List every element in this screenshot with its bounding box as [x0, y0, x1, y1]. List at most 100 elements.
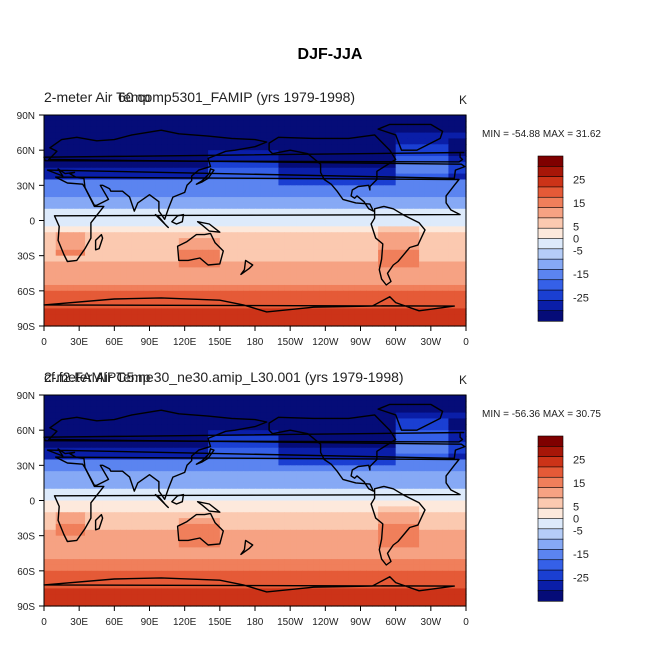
heatmap-cell — [90, 208, 98, 216]
heatmap-cell — [85, 564, 92, 572]
heatmap-cell — [44, 226, 51, 233]
heatmap-cell — [85, 226, 92, 233]
heatmap-cell — [167, 232, 174, 239]
heatmap-cell — [360, 482, 367, 490]
heatmap-cell — [44, 138, 51, 145]
heatmap-cell — [178, 512, 186, 519]
heatmap-cell — [272, 197, 280, 204]
heatmap-cell — [184, 547, 192, 554]
heatmap-cell — [67, 559, 74, 566]
heatmap-cell — [442, 541, 450, 548]
heatmap-cell — [460, 232, 467, 239]
heatmap-cell — [237, 518, 244, 525]
heatmap-cell — [401, 564, 408, 572]
heatmap-cell — [272, 395, 280, 402]
heatmap-cell — [430, 488, 438, 496]
heatmap-cell — [260, 232, 268, 239]
heatmap-cell — [307, 488, 315, 496]
heatmap-cell — [49, 296, 57, 304]
heatmap-cell — [61, 523, 69, 531]
heatmap-cell — [190, 564, 197, 572]
heatmap-cell — [55, 465, 63, 472]
heatmap-cell — [219, 506, 227, 513]
heatmap-cell — [149, 161, 156, 169]
heatmap-cell — [85, 249, 92, 257]
heatmap-cell — [342, 541, 350, 548]
heatmap-cell — [131, 412, 139, 420]
heatmap-cell — [167, 191, 174, 198]
heatmap-cell — [55, 406, 63, 414]
heatmap-cell — [172, 226, 180, 233]
heatmap-cell — [208, 144, 215, 151]
heatmap-cell — [419, 132, 426, 140]
heatmap-cell — [114, 541, 121, 548]
heatmap-cell — [366, 477, 373, 484]
heatmap-cell — [266, 400, 274, 408]
heatmap-cell — [131, 477, 139, 484]
heatmap-cell — [401, 156, 408, 163]
heatmap-cell — [73, 179, 80, 186]
heatmap-cell — [454, 459, 461, 466]
heatmap-cell — [319, 412, 326, 420]
heatmap-cell — [278, 255, 285, 263]
heatmap-cell — [161, 126, 168, 134]
heatmap-cell — [272, 564, 280, 572]
heatmap-cell — [407, 418, 414, 425]
heatmap-cell — [126, 255, 133, 263]
heatmap-cell — [448, 453, 455, 461]
heatmap-cell — [55, 208, 63, 216]
heatmap-cell — [114, 500, 121, 507]
heatmap-cell — [337, 261, 344, 268]
heatmap-cell — [360, 418, 367, 425]
heatmap-cell — [213, 523, 221, 531]
x-tick-label: 90E — [141, 337, 159, 348]
heatmap-cell — [354, 447, 362, 455]
heatmap-cell — [255, 220, 262, 227]
heatmap-cell — [167, 494, 174, 502]
heatmap-cell — [255, 226, 262, 233]
heatmap-cell — [161, 243, 168, 251]
heatmap-cell — [143, 564, 151, 572]
heatmap-cell — [424, 238, 432, 245]
heatmap-cell — [219, 138, 227, 145]
heatmap-cell — [430, 477, 438, 484]
heatmap-cell — [342, 255, 350, 263]
heatmap-cell — [67, 226, 74, 233]
heatmap-cell — [120, 400, 127, 408]
heatmap-cell — [383, 523, 391, 531]
heatmap-cell — [395, 279, 403, 286]
heatmap-cell — [96, 535, 104, 543]
heatmap-cell — [401, 395, 408, 402]
heatmap-cell — [167, 412, 174, 420]
heatmap-cell — [448, 197, 455, 204]
heatmap-cell — [61, 459, 69, 466]
heatmap-cell — [131, 144, 139, 151]
heatmap-cell — [354, 471, 362, 478]
heatmap-cell — [137, 150, 145, 157]
heatmap-cell — [307, 559, 315, 566]
heatmap-cell — [454, 290, 461, 298]
heatmap-cell — [184, 226, 192, 233]
heatmap-cell — [301, 465, 309, 472]
heatmap-cell — [196, 255, 203, 263]
heatmap-cell — [395, 459, 403, 466]
heatmap-cell — [313, 126, 321, 134]
heatmap-cell — [448, 126, 455, 134]
heatmap-cell — [155, 173, 162, 181]
heatmap-cell — [213, 570, 221, 578]
heatmap-cell — [190, 453, 197, 461]
heatmap-cell — [213, 518, 221, 525]
heatmap-cell — [149, 541, 156, 548]
heatmap-cell — [79, 255, 86, 263]
heatmap-cell — [255, 173, 262, 181]
heatmap-cell — [442, 406, 450, 414]
heatmap-cell — [178, 167, 186, 175]
heatmap-cell — [342, 185, 350, 192]
heatmap-cell — [90, 185, 98, 192]
heatmap-cell — [348, 406, 356, 414]
heatmap-cell — [313, 535, 321, 543]
heatmap-cell — [313, 226, 321, 233]
heatmap-cell — [430, 261, 438, 268]
heatmap-cell — [331, 214, 338, 222]
heatmap-cell — [454, 208, 461, 216]
